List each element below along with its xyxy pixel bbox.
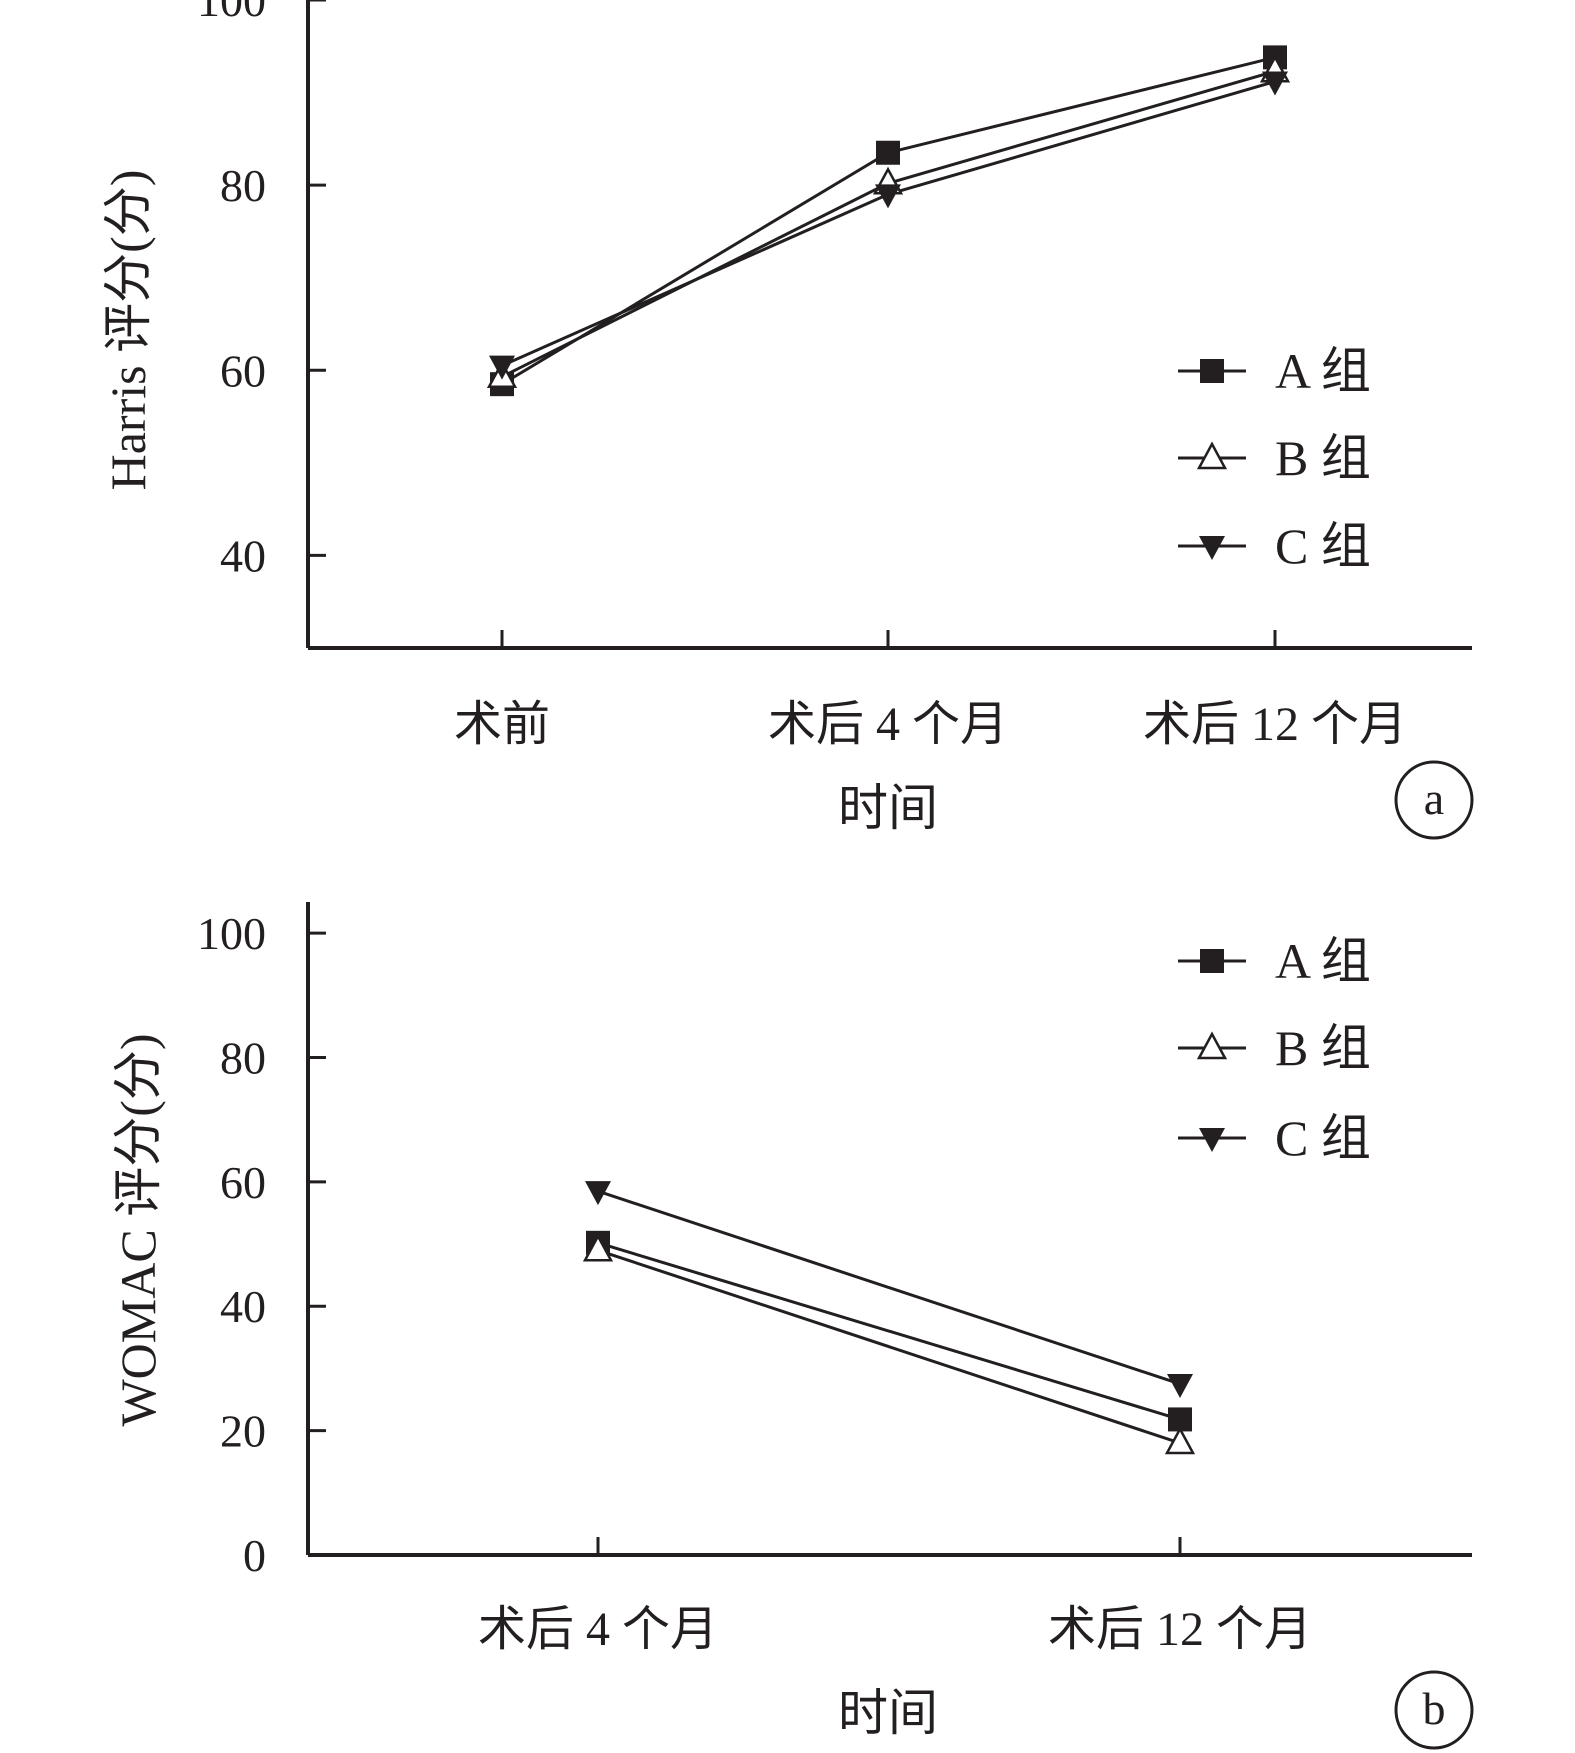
x-tick-label: 术后 4 个月 [768,698,1008,751]
panel-label-circle [1394,1670,1474,1750]
legend-label: A 组 [1275,933,1371,989]
legend-marker [1196,441,1228,470]
panel-label: b [1423,1683,1446,1734]
data-point-series-2 [582,1233,614,1262]
y-tick-label: 20 [220,1406,266,1457]
data-point-series-3 [585,1181,611,1206]
x-tick-label: 术后 12 个月 [1048,1603,1312,1656]
y-tick-label: 100 [197,0,266,26]
y-tick-label: 80 [220,1032,266,1083]
legend-marker [1199,1128,1225,1152]
x-tick-label: 术前 [454,698,550,751]
series-line-1 [597,1241,1181,1421]
series-line-3 [597,1189,1181,1386]
y-tick-label: 40 [220,1281,266,1332]
data-point-series-3 [489,355,515,380]
legend-label: A 组 [1275,343,1371,399]
y-tick-label: 80 [220,160,266,211]
series-line-2 [597,1248,1181,1445]
legend-label: B 组 [1275,430,1371,486]
data-point-series-3 [1167,1373,1193,1398]
series-line-1 [501,55,1276,386]
y-tick-label: 60 [220,1157,266,1208]
x-tick-label: 术后 12 个月 [1143,698,1407,751]
y-tick-label: 0 [243,1530,266,1581]
legend-label: C 组 [1275,1110,1371,1166]
panel-label-circle [1394,760,1474,840]
data-point-series-2 [1164,1426,1196,1455]
data-point-series-1 [876,140,900,165]
legend-marker [1196,1031,1228,1060]
data-point-series-3 [875,184,901,209]
legend-marker [1200,949,1224,973]
legend-marker [1199,536,1225,560]
y-tick-label: 100 [197,908,266,959]
legend: A 组 B 组 C 组 [1178,933,1371,1166]
y-axis-title: WOMAC 评分(分) [110,1033,166,1426]
y-tick-label: 60 [220,345,266,396]
y-tick-label: 40 [220,530,266,581]
series-line-3 [501,80,1276,368]
y-axis-title: Harris 评分(分) [100,170,156,491]
x-tick-label: 术后 4 个月 [478,1603,718,1656]
panel-label: a [1424,773,1444,824]
series-line-2 [501,69,1276,379]
legend-label: B 组 [1275,1020,1371,1076]
legend: A 组 B 组 C 组 [1178,343,1371,574]
legend-label: C 组 [1275,518,1371,574]
x-axis-title: 时间 [838,1685,938,1741]
data-point-series-3 [1262,71,1288,96]
x-axis-title: 时间 [838,780,938,836]
legend-marker [1200,359,1224,383]
